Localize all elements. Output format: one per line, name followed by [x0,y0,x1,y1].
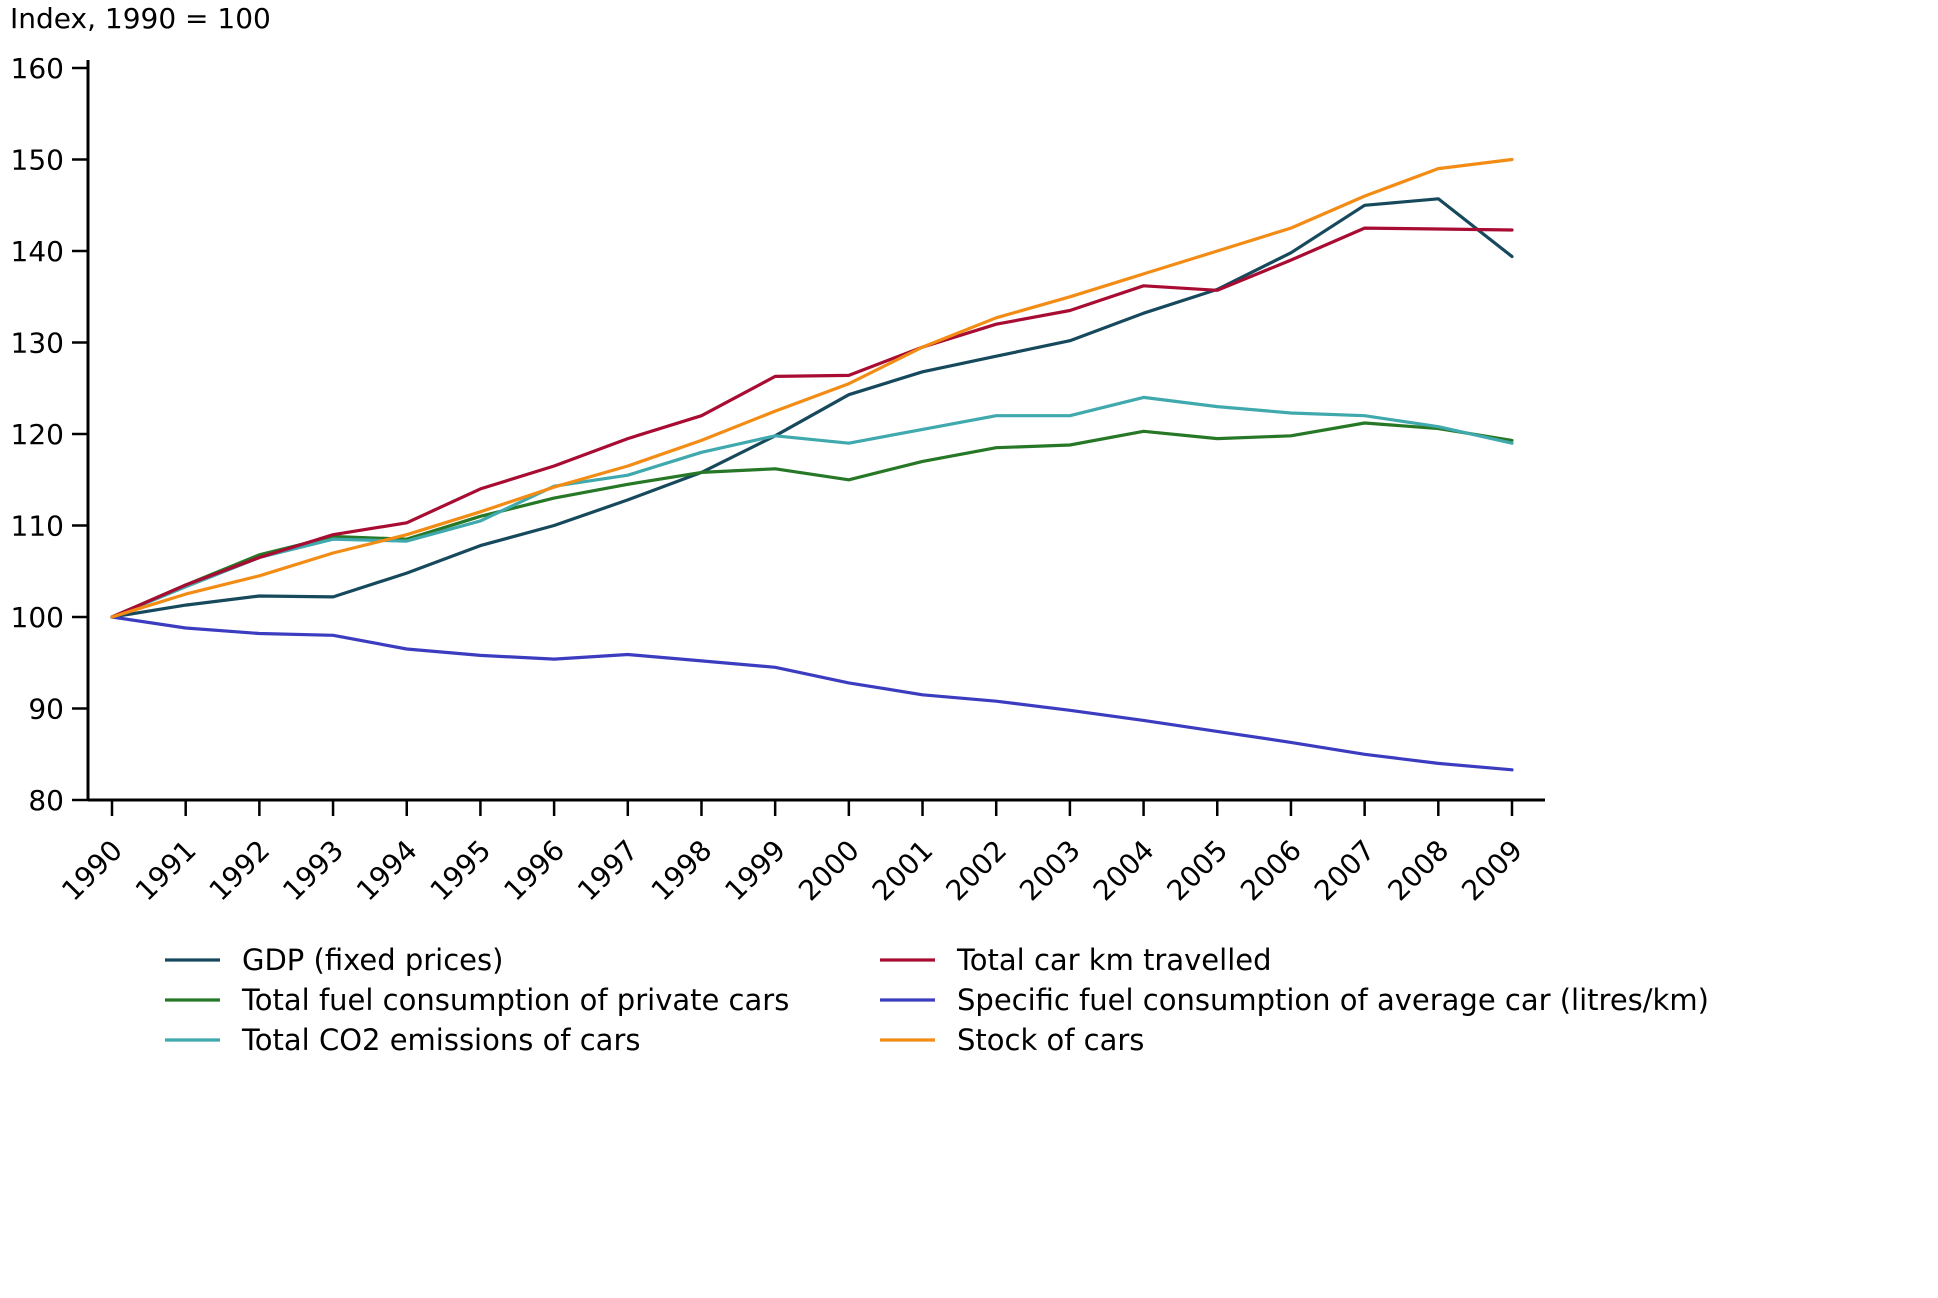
legend-label: Stock of cars [957,1023,1144,1057]
legend-item: Stock of cars [880,1023,1144,1057]
y-tick-label: 110 [11,510,64,543]
legend: GDP (fixed prices) Total fuel consumption… [165,943,1709,1057]
x-tick-label: 1998 [645,834,719,908]
x-tick-label: 1999 [718,834,792,908]
x-tick-label: 1994 [350,834,424,908]
series-line-4 [110,615,1514,772]
x-tick-label: 2008 [1382,834,1456,908]
x-tick-label: 2000 [792,834,866,908]
y-tick-label: 150 [11,144,64,177]
series-line-2 [110,395,1514,619]
legend-item: Total CO2 emissions of cars [165,1023,640,1057]
x-tick-label: 2005 [1160,834,1234,908]
legend-item: GDP (fixed prices) [165,943,503,977]
y-tick-label: 120 [11,418,64,451]
x-tick-label: 2009 [1455,834,1529,908]
x-tick-label: 2002 [939,834,1013,908]
x-tick-label: 2004 [1087,834,1161,908]
x-tick-label: 2001 [866,834,940,908]
x-tick-label: 1997 [571,834,645,908]
legend-label: Total CO2 emissions of cars [241,1023,640,1057]
x-tick-label: 1991 [129,834,203,908]
series-line-1 [110,421,1514,619]
series-line-5 [110,157,1514,619]
y-tick-label: 160 [11,52,64,85]
x-tick-label: 2006 [1234,834,1308,908]
x-tick-label: 1995 [424,834,498,908]
legend-label: Specific fuel consumption of average car… [957,983,1709,1017]
series-line-3 [110,226,1514,619]
y-tick-label: 140 [11,235,64,268]
legend-label: GDP (fixed prices) [242,943,503,977]
series-line-0 [110,197,1514,619]
x-tick-label: 1990 [55,834,129,908]
x-tick-label: 1996 [497,834,571,908]
legend-item: Total fuel consumption of private cars [165,983,789,1017]
x-tick-label: 2003 [1013,834,1087,908]
x-tick-label: 2007 [1308,834,1382,908]
x-tick-label: 1992 [203,834,277,908]
legend-item: Total car km travelled [880,943,1272,977]
legend-label: Total car km travelled [956,943,1272,977]
y-tick-label: 130 [11,327,64,360]
y-tick-label: 80 [28,784,64,817]
y-tick-label: 90 [28,693,64,726]
data-series [110,157,1514,772]
y-tick-label: 100 [11,601,64,634]
chart-title: Index, 1990 = 100 [10,2,271,35]
legend-label: Total fuel consumption of private cars [241,983,789,1017]
legend-item: Specific fuel consumption of average car… [880,983,1709,1017]
x-tick-label: 1993 [276,834,350,908]
